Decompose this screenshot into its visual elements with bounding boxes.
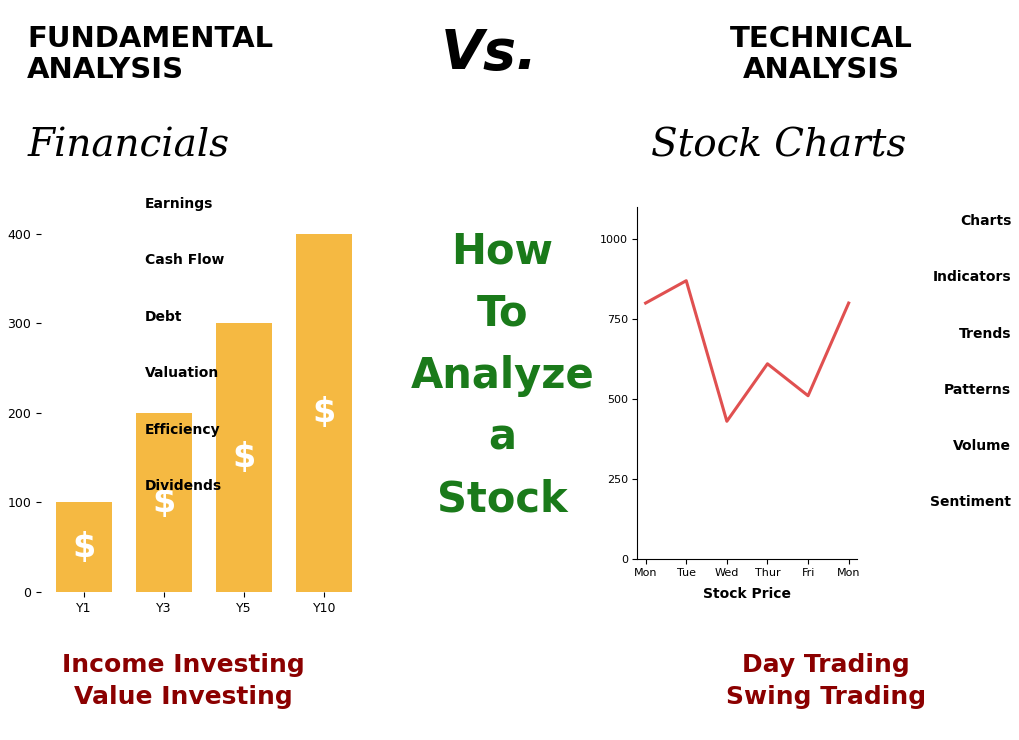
Text: Volume: Volume [952,439,1010,453]
Text: Trends: Trends [958,327,1010,340]
Text: Cash Flow: Cash Flow [145,253,224,267]
Text: Indicators: Indicators [931,271,1010,284]
Bar [216,323,272,592]
Text: Patterns: Patterns [943,383,1010,397]
Text: Stock Charts: Stock Charts [651,128,906,165]
Text: FUNDAMENTAL
ANALYSIS: FUNDAMENTAL ANALYSIS [28,24,273,84]
Text: Sentiment: Sentiment [929,496,1010,509]
Bar [136,413,192,592]
Bar [296,234,352,592]
Bar [56,502,112,592]
Text: Vs.: Vs. [440,27,538,81]
Text: Earnings: Earnings [145,197,213,211]
Text: Financials: Financials [28,128,229,165]
Text: $: $ [313,396,335,429]
Text: How
To
Analyze
a
Stock: How To Analyze a Stock [410,231,594,520]
Text: Debt: Debt [145,309,182,323]
Text: $: $ [152,486,175,519]
Text: Efficiency: Efficiency [145,423,221,437]
Text: Charts: Charts [959,215,1010,228]
Text: Income Investing
Value Investing: Income Investing Value Investing [62,653,305,709]
Text: Dividends: Dividends [145,479,222,493]
X-axis label: Stock Price: Stock Price [702,587,791,601]
Text: Day Trading
Swing Trading: Day Trading Swing Trading [726,653,925,709]
Text: $: $ [72,531,95,564]
Text: $: $ [232,441,256,474]
Text: Valuation: Valuation [145,366,219,380]
Text: TECHNICAL
ANALYSIS: TECHNICAL ANALYSIS [729,24,912,84]
